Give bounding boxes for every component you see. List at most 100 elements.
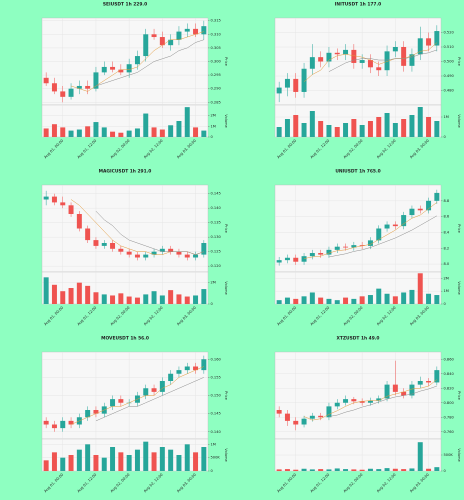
volume-bar <box>176 294 182 304</box>
y-tick-label: 0.145 <box>211 412 221 416</box>
candle-body <box>401 47 407 66</box>
volume-bar <box>309 111 315 137</box>
volume-bar <box>134 449 140 471</box>
volume-bar <box>334 468 340 471</box>
candle-body <box>168 39 174 46</box>
volume-bar <box>426 117 432 137</box>
x-tick-label: Aug 01, 00:00 <box>43 138 64 159</box>
volume-tick-label: 500K <box>444 453 454 457</box>
volume-bar <box>284 119 290 137</box>
volume-bar <box>68 455 74 471</box>
volume-bar <box>201 447 207 471</box>
x-tick-label: Aug 02, 00:00 <box>110 305 131 326</box>
volume-axis-label: Volume <box>224 114 228 128</box>
volume-bar <box>284 469 290 471</box>
candle-body <box>68 88 74 97</box>
moving-average-line <box>70 366 204 425</box>
candle-body <box>351 245 357 248</box>
volume-tick-label: 0 <box>444 135 447 139</box>
volume-bar <box>434 121 440 137</box>
y-tick-label: 0.305 <box>211 46 221 50</box>
candle-body <box>151 388 157 392</box>
volume-axis-label: Volume <box>457 448 461 462</box>
candle-body <box>276 260 282 263</box>
moving-average-line <box>95 39 204 87</box>
volume-axis-label: Volume <box>224 448 228 462</box>
candle-body <box>60 91 66 97</box>
volume-bar <box>293 469 299 471</box>
volume-bar <box>143 294 149 304</box>
volume-bar <box>168 290 174 304</box>
candle-body <box>201 26 207 35</box>
volume-bar <box>392 296 398 304</box>
x-tick-label: Aug 01, 12:00 <box>310 472 331 493</box>
moving-average-line <box>303 42 438 82</box>
candle-body <box>343 49 349 55</box>
x-tick-label: Aug 02, 00:00 <box>110 138 131 159</box>
volume-bar <box>51 284 57 304</box>
chart-title: XTZUSDT 1h 49.0 <box>336 336 379 342</box>
volume-bar <box>309 292 315 304</box>
volume-bar <box>343 469 349 471</box>
volume-tick-label: 500K <box>211 456 221 460</box>
volume-bar <box>126 130 132 137</box>
candle-body <box>101 66 107 73</box>
volume-bar <box>159 129 165 137</box>
volume-bar <box>326 469 332 471</box>
volume-bar <box>367 121 373 137</box>
candle-body <box>110 243 116 249</box>
volume-bar <box>118 452 124 471</box>
candle-body <box>426 38 432 46</box>
candle-body <box>309 57 315 69</box>
volume-tick-label: 0 <box>211 135 214 139</box>
volume-bar <box>326 125 332 137</box>
volume-tick-label: 1M <box>211 442 216 446</box>
candle-body <box>334 246 340 250</box>
candle-body <box>151 251 157 255</box>
volume-bar <box>151 452 157 471</box>
volume-axis-label: Volume <box>457 281 461 295</box>
candle-body <box>376 228 382 241</box>
candle-body <box>93 240 99 246</box>
candle-body <box>134 56 140 65</box>
volume-bar <box>293 298 299 304</box>
candle-body <box>168 248 174 252</box>
candle-body <box>184 254 190 258</box>
candle-body <box>176 251 182 255</box>
chart-title: INITUSDT 1h 177.0 <box>335 2 381 8</box>
candle-body <box>359 60 365 63</box>
price-plot-area <box>41 184 209 273</box>
moving-average-line <box>303 379 438 421</box>
candle-body <box>392 47 398 52</box>
y-tick-label: 0.120 <box>211 264 222 268</box>
y-tick-label: 0.135 <box>211 221 221 225</box>
candle-body <box>159 248 165 252</box>
x-tick-label: Aug 03, 00:00 <box>176 472 197 493</box>
candle-body <box>276 410 282 414</box>
volume-bar <box>417 442 423 471</box>
candle-body <box>376 67 382 71</box>
chart-title: UNIUSDT 1h 765.0 <box>335 169 380 175</box>
candle-body <box>334 402 340 407</box>
candle-body <box>384 384 390 399</box>
candle-body <box>276 87 282 94</box>
x-tick-label: Aug 02, 12:00 <box>376 472 397 493</box>
candle-body <box>401 215 407 227</box>
y-tick-label: 0.780 <box>444 415 455 419</box>
candle-body <box>417 208 423 211</box>
volume-bar <box>201 289 207 304</box>
x-tick-label: Aug 01, 12:00 <box>77 138 98 159</box>
volume-bar <box>409 289 415 304</box>
volume-bar <box>93 292 99 304</box>
candle-body <box>193 254 199 258</box>
volume-bar <box>193 295 199 304</box>
y-tick-label: 8.8 <box>444 199 450 203</box>
volume-bar <box>367 468 373 471</box>
volume-bar <box>93 455 99 471</box>
candle-body <box>384 224 390 229</box>
candle-body <box>367 240 373 246</box>
moving-average-line <box>328 385 437 417</box>
volume-bar <box>318 121 324 137</box>
volume-bar <box>51 452 57 471</box>
volume-bar <box>176 455 182 471</box>
